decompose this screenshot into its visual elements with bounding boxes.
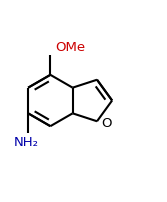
Text: O: O	[101, 116, 111, 129]
Text: OMe: OMe	[55, 41, 86, 54]
Text: NH₂: NH₂	[14, 135, 39, 148]
